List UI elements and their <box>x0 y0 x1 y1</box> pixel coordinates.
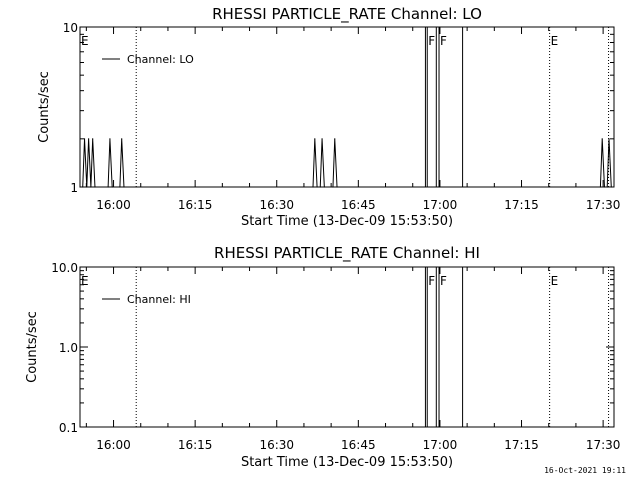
x-tick-label: 17:30 <box>586 198 621 212</box>
y-tick-label: 1.0 <box>59 341 78 355</box>
data-point <box>82 186 84 188</box>
data-point <box>90 186 92 188</box>
data-point <box>88 138 90 140</box>
y-tick-label: 0.1 <box>59 421 78 435</box>
data-point <box>316 186 318 188</box>
x-tick-label: 17:00 <box>423 198 458 212</box>
x-axis-label: Start Time (13-Dec-09 15:53:50) <box>241 455 453 470</box>
data-point <box>123 186 125 188</box>
event-marker-label: E <box>81 274 89 288</box>
data-point <box>312 186 314 188</box>
event-marker-label: E <box>551 34 559 48</box>
y-axis-label: Counts/sec <box>37 71 52 143</box>
chart-title: RHESSI PARTICLE_RATE Channel: LO <box>212 5 482 24</box>
chart-panel-1: RHESSI PARTICLE_RATE Channel: HI 16:00 16:… <box>25 244 620 470</box>
x-tick-label: 17:30 <box>586 438 621 452</box>
data-point <box>332 186 334 188</box>
data-point <box>603 186 606 188</box>
x-tick-label: 16:45 <box>341 198 376 212</box>
x-tick-label: 16:15 <box>178 198 213 212</box>
event-marker-label: E <box>551 274 559 288</box>
data-point <box>121 138 123 140</box>
legend-label: Channel: LO <box>127 53 194 66</box>
y-tick-label: 1 <box>70 181 78 195</box>
series-line <box>80 138 612 188</box>
data-point <box>109 138 111 140</box>
plot-frame <box>79 266 615 428</box>
event-marker-label: E <box>81 34 89 48</box>
data-point <box>606 186 608 188</box>
data-point <box>119 186 121 188</box>
x-tick-label: 16:30 <box>259 198 294 212</box>
x-tick-label: 16:45 <box>341 438 376 452</box>
data-point <box>319 186 321 188</box>
data-point <box>107 186 109 188</box>
data-point <box>86 186 88 188</box>
data-point <box>334 138 336 140</box>
chart-title: RHESSI PARTICLE_RATE Channel: HI <box>214 244 480 263</box>
x-tick-label: 16:00 <box>96 438 131 452</box>
data-point <box>314 138 316 140</box>
x-tick-label: 16:15 <box>178 438 213 452</box>
data-point <box>92 138 94 140</box>
data-point <box>111 186 113 188</box>
x-tick-label: 17:00 <box>423 438 458 452</box>
event-marker-label: F <box>428 34 435 48</box>
timestamp: 16-Oct-2021 19:11 <box>544 466 626 475</box>
data-point <box>599 186 602 188</box>
plot-frame <box>79 26 615 188</box>
x-tick-label: 17:15 <box>504 198 539 212</box>
y-tick-label: 10.0 <box>51 261 78 275</box>
event-marker-label: F <box>440 34 447 48</box>
event-marker-label: F <box>428 274 435 288</box>
y-tick-label: 10 <box>63 21 78 35</box>
data-point <box>94 186 96 188</box>
x-tick-label: 17:15 <box>504 438 539 452</box>
data-point <box>601 138 603 140</box>
data-point <box>608 138 610 140</box>
data-point <box>336 186 338 188</box>
x-tick-label: 16:00 <box>96 198 131 212</box>
data-point <box>323 186 325 188</box>
x-axis-label: Start Time (13-Dec-09 15:53:50) <box>241 214 453 229</box>
data-point <box>79 186 81 188</box>
data-point <box>83 138 86 140</box>
event-marker-label: F <box>440 274 447 288</box>
chart-panel-0: RHESSI PARTICLE_RATE Channel: LO 16:00 16:… <box>37 5 620 229</box>
legend-label: Channel: HI <box>127 293 191 306</box>
data-point <box>610 186 612 188</box>
x-tick-label: 16:30 <box>259 438 294 452</box>
y-axis-label: Counts/sec <box>25 311 40 383</box>
data-point <box>321 138 323 140</box>
